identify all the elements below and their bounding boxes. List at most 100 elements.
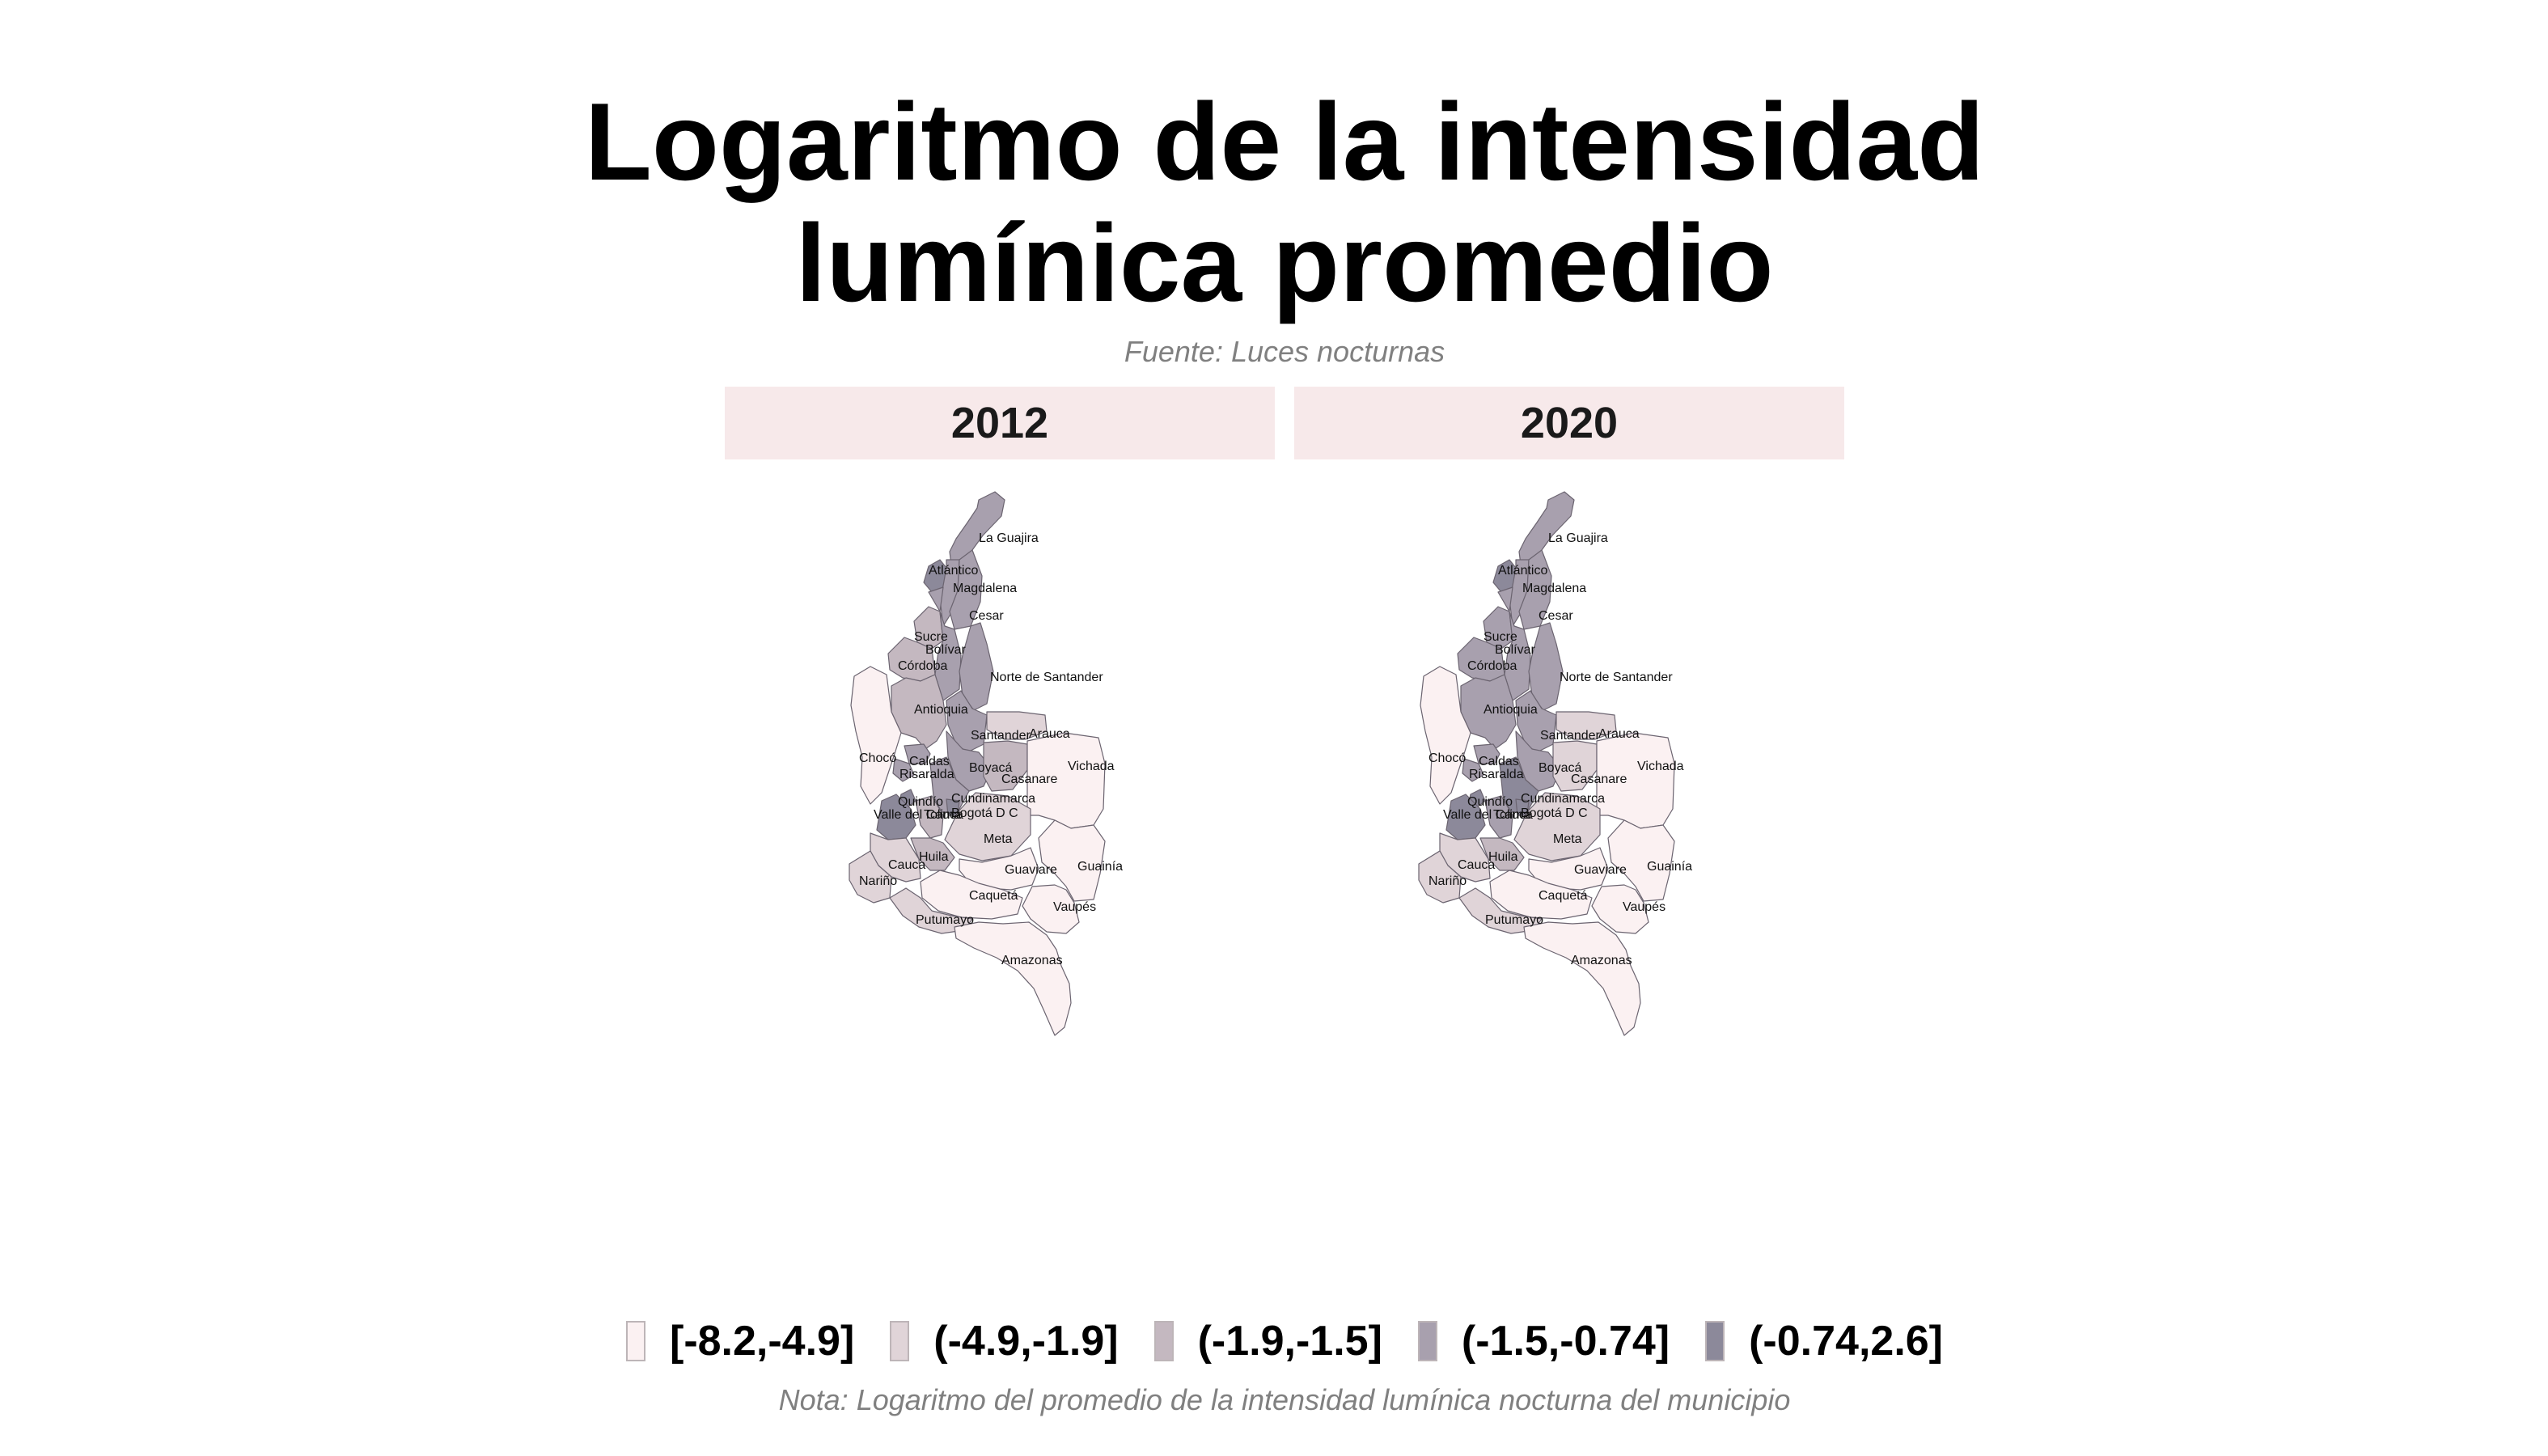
label-guaviare: Guaviare [1005, 863, 1057, 877]
region-risaralda [1462, 758, 1484, 782]
region-risaralda [892, 758, 915, 782]
map-regions [1418, 491, 1675, 1036]
label-antioquia: Antioquia [1484, 703, 1538, 717]
region-choco [1420, 666, 1471, 805]
label-bogota-d-c: Bogotá D C [951, 806, 1018, 820]
label-santander: Santander [971, 729, 1031, 743]
label-santander: Santander [1540, 729, 1601, 743]
region-guaviare [1528, 847, 1609, 891]
region-caqueta [920, 870, 1023, 920]
label-sucre: Sucre [914, 630, 948, 644]
label-choco: Chocó [1428, 751, 1466, 765]
region-huila [1479, 837, 1525, 871]
region-huila [910, 837, 955, 871]
region-arauca [1555, 711, 1617, 740]
legend-swatch-3 [1153, 1321, 1174, 1361]
region-casanare [983, 740, 1028, 792]
label-amazonas: Amazonas [1001, 954, 1063, 967]
region-casanare [1552, 740, 1598, 792]
legend-item-4: (-1.5,-0.74] [1417, 1317, 1670, 1365]
region-bolivar [928, 586, 962, 701]
label-vaupes: Vaupés [1623, 900, 1666, 914]
legend-label-1: [-8.2,-4.9] [670, 1318, 855, 1365]
region-vaupes [1022, 884, 1080, 934]
panel-header-left: 2012 [725, 387, 1275, 459]
map-left: La Guajira Atlántico Magdalena Cesar Sucre Bo… [849, 491, 1123, 1036]
label-huila: Huila [1488, 850, 1518, 864]
map-labels: La Guajira Atlántico Magdalena Cesar Sucre Bo… [859, 531, 1123, 967]
label-cesar: Cesar [1539, 609, 1573, 623]
region-guainia [1607, 819, 1675, 902]
label-quindio: Quindío [898, 795, 943, 809]
legend-label-5: (-0.74,2.6] [1749, 1318, 1943, 1365]
label-vichada: Vichada [1068, 760, 1115, 773]
label-meta: Meta [1553, 832, 1582, 846]
label-boyaca: Boyacá [1539, 761, 1581, 775]
label-huila: Huila [919, 850, 949, 864]
label-casanare: Casanare [1571, 772, 1627, 786]
label-guainia: Guainía [1647, 860, 1692, 874]
label-tolima: Tolima [924, 808, 961, 822]
label-arauca: Arauca [1029, 727, 1070, 741]
region-meta [1513, 792, 1601, 861]
region-guaviare [959, 847, 1039, 891]
label-cordoba: Córdoba [898, 659, 947, 673]
legend-swatch-2 [890, 1321, 910, 1361]
legend-item-1: [-8.2,-4.9] [626, 1317, 854, 1365]
label-norte-de-santander: Norte de Santander [1560, 671, 1673, 684]
region-la-guajira [1518, 491, 1575, 565]
label-cauca: Cauca [888, 858, 925, 872]
region-tolima [1484, 795, 1513, 839]
region-cundinamarca [929, 756, 970, 813]
legend-label-2: (-4.9,-1.9] [933, 1318, 1119, 1365]
region-putumayo [1458, 887, 1543, 934]
region-vaupes [1591, 884, 1649, 934]
label-narino: Nariño [859, 874, 897, 888]
region-la-guajira [949, 491, 1005, 565]
label-valle-del-cauca: Valle del Cauca [874, 808, 963, 822]
map-labels: La GuajiraAtlánticoMagdalenaCesarSucreBo… [1428, 531, 1692, 967]
region-meta [944, 792, 1031, 861]
label-boyaca: Boyacá [969, 761, 1012, 775]
legend-swatch-4 [1417, 1321, 1437, 1361]
label-antioquia: Antioquia [914, 703, 968, 717]
label-narino: Nariño [1428, 874, 1467, 888]
label-caqueta: Caquetá [969, 889, 1018, 903]
label-quindio: Quindío [1467, 795, 1513, 809]
region-putumayo [889, 887, 973, 934]
region-caqueta [1489, 870, 1593, 920]
label-cauca: Cauca [1458, 858, 1495, 872]
region-arauca [986, 711, 1048, 740]
label-meta: Meta [984, 832, 1013, 846]
map-right: La GuajiraAtlánticoMagdalenaCesarSucreBo… [1418, 491, 1692, 1036]
region-caldas [904, 743, 931, 764]
region-norte-de-santander [959, 622, 994, 711]
label-cesar: Cesar [969, 609, 1004, 623]
region-valle-del-cauca [1445, 794, 1486, 840]
label-choco: Chocó [859, 751, 896, 765]
region-cundinamarca [1499, 756, 1539, 813]
region-valle-del-cauca [876, 794, 916, 840]
label-bolivar: Bolívar [1495, 643, 1535, 657]
label-tolima: Tolima [1493, 808, 1530, 822]
label-magdalena: Magdalena [953, 582, 1017, 595]
legend-label-4: (-1.5,-0.74] [1461, 1318, 1670, 1365]
legend-item-3: (-1.9,-1.5] [1153, 1317, 1382, 1365]
label-risaralda: Risaralda [899, 768, 954, 781]
label-vichada: Vichada [1637, 760, 1684, 773]
label-norte-de-santander: Norte de Santander [990, 671, 1103, 684]
label-atlantico: Atlántico [929, 564, 978, 578]
label-vaupes: Vaupés [1053, 900, 1096, 914]
map-regions [849, 491, 1106, 1036]
label-guainia: Guainía [1077, 860, 1123, 874]
page-title: Logaritmo de la intensidad lumínica prom… [0, 81, 2548, 324]
label-cundinamarca: Cundinamarca [951, 792, 1035, 806]
label-la-guajira: La Guajira [979, 531, 1039, 545]
footnote: Nota: Logaritmo del promedio de la inten… [778, 1383, 1791, 1416]
region-tolima [915, 795, 944, 839]
page-subtitle: Fuente: Luces nocturnas [1124, 335, 1445, 368]
region-guainia [1038, 819, 1106, 902]
title-line-2: lumínica promedio [795, 201, 1774, 324]
label-cordoba: Córdoba [1467, 659, 1517, 673]
label-amazonas: Amazonas [1571, 954, 1632, 967]
